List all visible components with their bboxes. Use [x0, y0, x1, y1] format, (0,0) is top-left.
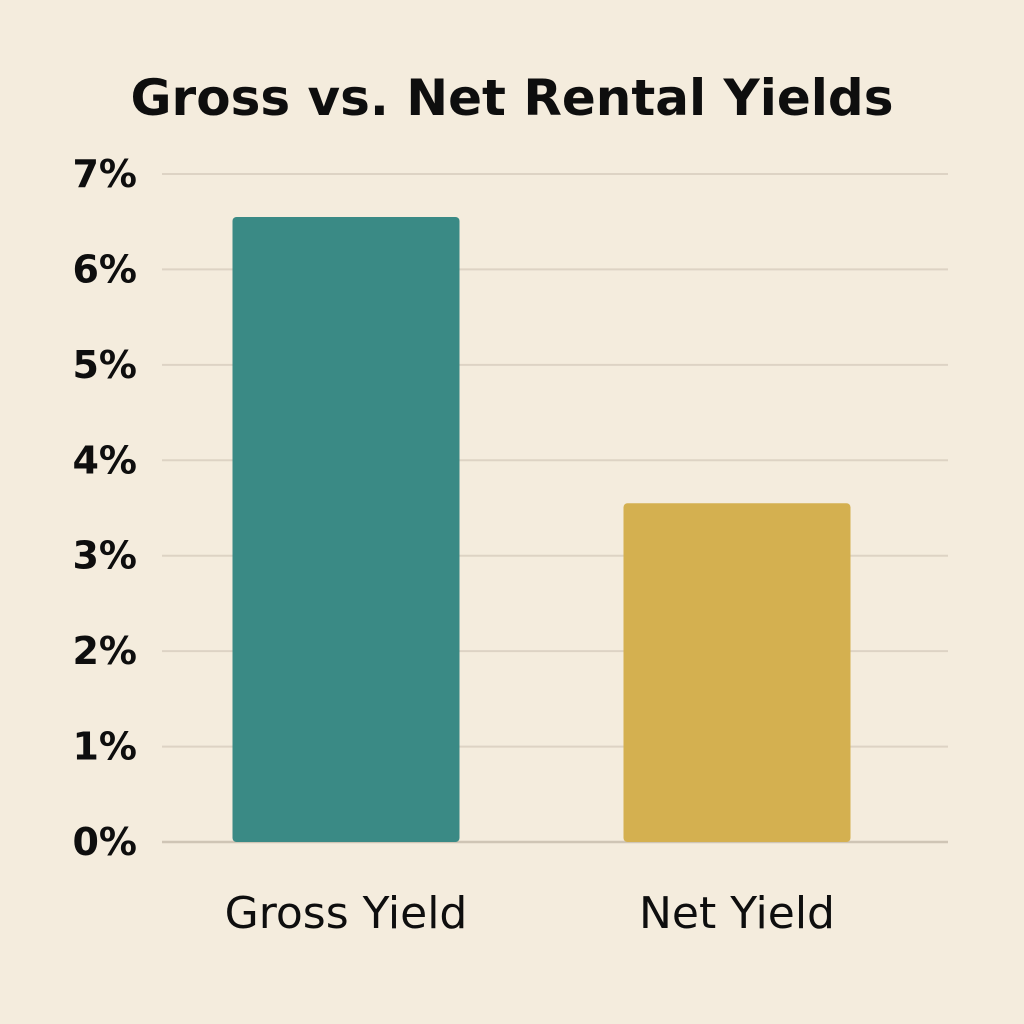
- y-tick-label: 7%: [72, 152, 137, 196]
- y-tick-label: 1%: [72, 725, 137, 769]
- y-tick-label: 6%: [72, 247, 137, 291]
- chart-title: Gross vs. Net Rental Yields: [131, 69, 894, 127]
- y-tick-label: 0%: [72, 820, 137, 864]
- y-tick-label: 3%: [72, 534, 137, 578]
- x-axis-labels: Gross Yield Net Yield: [225, 888, 835, 939]
- y-tick-label: 2%: [72, 629, 137, 673]
- bars: [232, 216, 851, 842]
- bar-net-yield: [623, 503, 851, 842]
- y-tick-label: 4%: [72, 438, 137, 482]
- y-axis-ticks: 0% 1% 2% 3% 4% 5% 6% 7%: [72, 152, 137, 864]
- x-category-label: Gross Yield: [225, 888, 468, 939]
- bar-gross-yield: [232, 216, 460, 842]
- x-category-label: Net Yield: [639, 888, 835, 939]
- y-tick-label: 5%: [72, 343, 137, 387]
